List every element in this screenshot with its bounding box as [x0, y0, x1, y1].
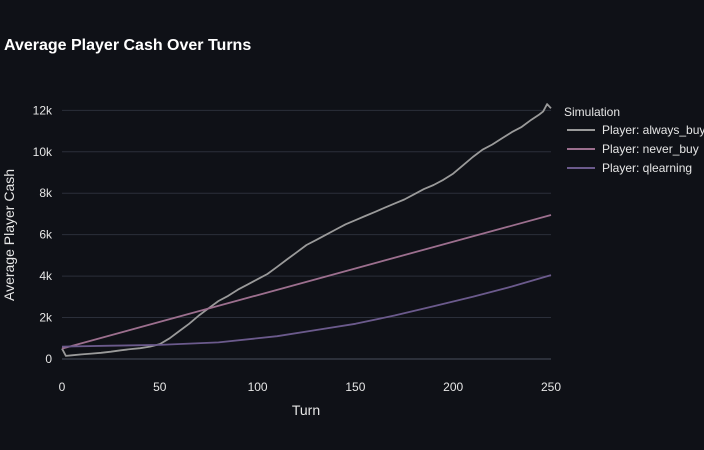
legend-label: Player: never_buy	[602, 142, 699, 156]
y-tick-label: 4k	[39, 269, 53, 283]
y-tick-label: 6k	[39, 228, 53, 242]
legend-title: Simulation	[564, 105, 620, 119]
series-line-player-never-buy	[61, 214, 552, 350]
y-tick-label: 12k	[33, 103, 53, 117]
legend-label: Player: always_buy	[602, 123, 704, 137]
x-tick-label: 250	[541, 380, 561, 394]
y-axis-ticks: 0 2k 4k 6k 8k 10k 12k	[33, 103, 53, 366]
x-tick-label: 100	[248, 380, 268, 394]
y-tick-label: 8k	[39, 186, 53, 200]
y-tick-label: 0	[45, 352, 52, 366]
legend-item[interactable]: Player: never_buy	[567, 142, 699, 156]
y-tick-label: 10k	[33, 145, 53, 159]
gridlines	[62, 109, 551, 360]
legend-item[interactable]: Player: qlearning	[567, 161, 692, 175]
series-lines	[61, 103, 552, 357]
x-tick-label: 0	[59, 380, 66, 394]
series-line-player-qlearning	[61, 274, 552, 348]
y-tick-label: 2k	[39, 311, 53, 325]
legend-item[interactable]: Player: always_buy	[567, 123, 704, 137]
x-tick-label: 200	[443, 380, 463, 394]
x-tick-label: 50	[153, 380, 167, 394]
x-axis-title: Turn	[292, 402, 320, 418]
legend[interactable]: Simulation Player: always_buy Player: nev…	[564, 105, 704, 175]
y-axis-title: Average Player Cash	[1, 169, 17, 301]
chart-title: Average Player Cash Over Turns	[4, 37, 251, 54]
x-axis-ticks: 0 50 100 150 200 250	[59, 380, 562, 394]
series-line-player-always-buy	[61, 103, 552, 357]
x-tick-label: 150	[345, 380, 365, 394]
legend-label: Player: qlearning	[602, 161, 692, 175]
